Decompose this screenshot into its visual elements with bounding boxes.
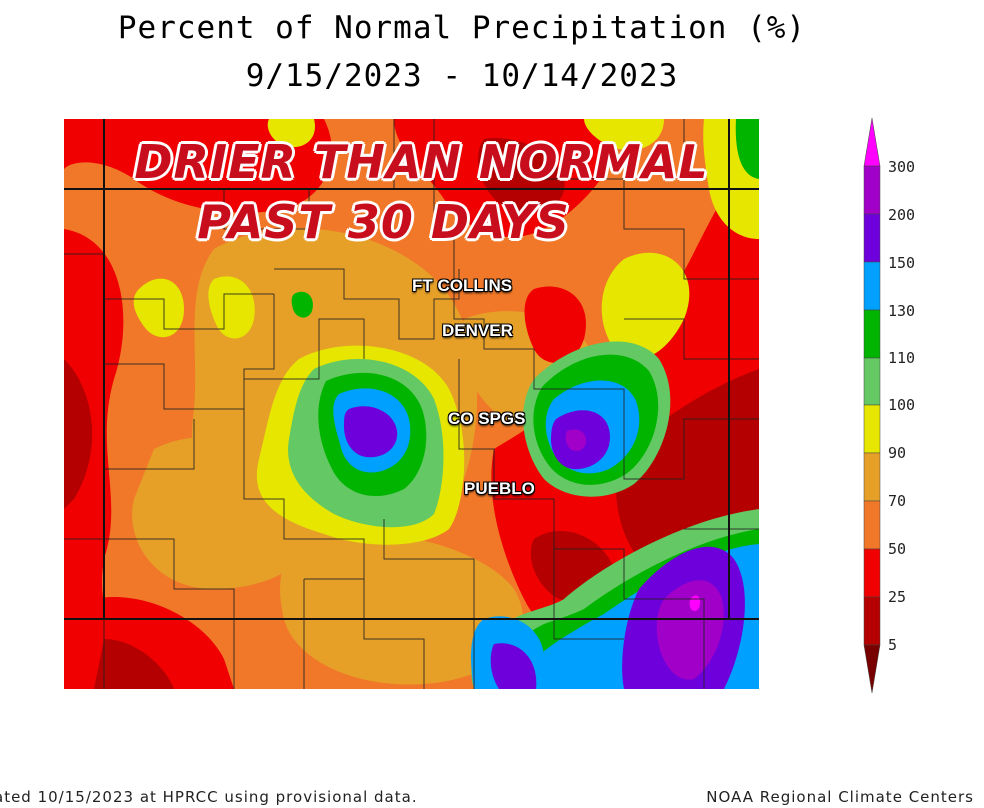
city-label-co-spgs: CO SPGS xyxy=(448,409,526,428)
legend-colorbar xyxy=(863,117,881,694)
legend-bin-90-100 xyxy=(863,404,881,454)
drier-than-normal-banner: DRIER THAN NORMAL xyxy=(134,135,709,189)
precipitation-map: DRIER THAN NORMAL PAST 30 DAYS FT COLLIN… xyxy=(64,119,759,689)
color-legend xyxy=(860,117,890,694)
city-label-denver: DENVER xyxy=(442,321,513,340)
map-title: Percent of Normal Precipitation (%) xyxy=(117,10,807,46)
legend-tick: 200 xyxy=(888,206,916,224)
legend-bin-100-110 xyxy=(863,357,881,406)
legend-tick: 150 xyxy=(888,254,916,272)
legend-tick: 5 xyxy=(888,636,898,654)
city-label-pueblo: PUEBLO xyxy=(464,479,535,498)
legend-bin-under-5 xyxy=(863,644,881,694)
legend-tick: 100 xyxy=(888,396,916,414)
legend-tick: 50 xyxy=(888,540,907,558)
past-30-days-banner: PAST 30 DAYS xyxy=(197,195,570,249)
legend-bin-130-150 xyxy=(863,261,881,311)
footer-source-note: ated 10/15/2023 at HPRCC using provision… xyxy=(0,788,418,806)
legend-bin-5-25 xyxy=(863,596,881,646)
legend-bin-over-300 xyxy=(863,117,881,167)
legend-tick: 70 xyxy=(888,492,907,510)
legend-bin-110-130 xyxy=(863,309,881,359)
legend-tick: 110 xyxy=(888,349,916,367)
legend-bin-150-200 xyxy=(863,213,881,263)
map-date-range: 9/15/2023 - 10/14/2023 xyxy=(245,58,679,94)
legend-bin-200-300 xyxy=(863,165,881,215)
legend-tick: 300 xyxy=(888,158,916,176)
city-label-ft-collins: FT COLLINS xyxy=(412,276,513,295)
legend-bin-50-70 xyxy=(863,500,881,550)
legend-tick: 90 xyxy=(888,444,907,462)
legend-bin-70-90 xyxy=(863,452,881,502)
legend-bin-25-50 xyxy=(863,548,881,598)
footer-attribution: NOAA Regional Climate Centers xyxy=(706,788,974,806)
precipitation-field xyxy=(64,119,759,689)
legend-tick: 130 xyxy=(888,302,916,320)
legend-tick: 25 xyxy=(888,588,907,606)
